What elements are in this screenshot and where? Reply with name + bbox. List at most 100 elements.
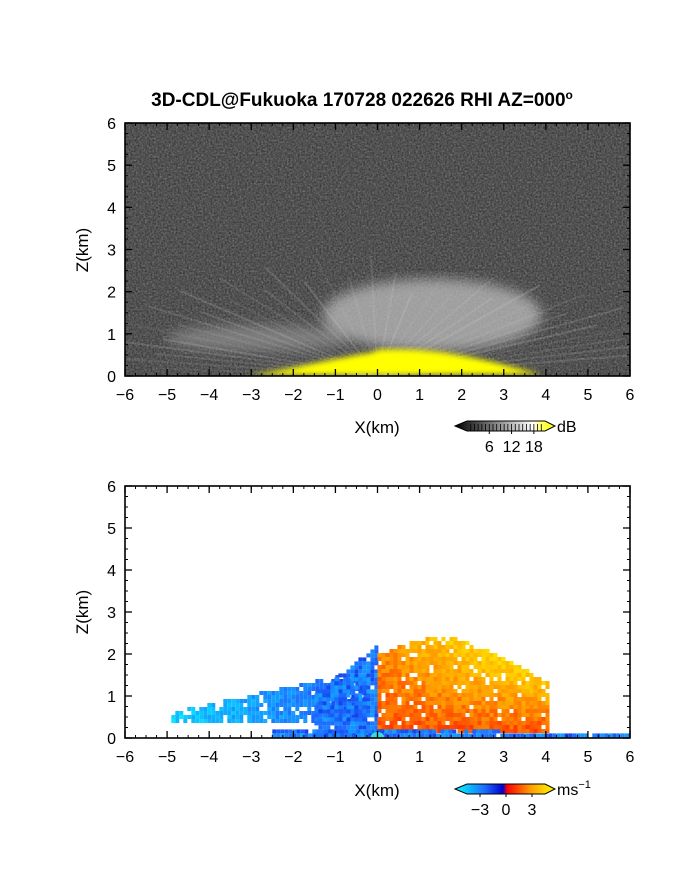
velocity-pixel [469,689,474,693]
velocity-pixel [461,681,466,685]
velocity-pixel [326,725,331,730]
velocity-pixel [405,661,410,665]
velocity-pixel [358,697,363,702]
velocity-pixel [316,733,321,738]
velocity-pixel [346,709,351,714]
velocity-pixel [493,665,498,669]
velocity-pixel [505,701,510,705]
velocity-pixel [496,729,501,734]
velocity-pixel [473,657,478,661]
velocity-pixel [299,715,304,719]
velocity-pixel [370,713,375,718]
velocity-pixel [358,701,363,706]
velocity-pixel [370,681,375,686]
velocity-pixel [319,687,324,691]
velocity-pixel [417,669,422,673]
velocity-pixel [529,709,534,713]
velocity-pixel [388,733,393,738]
velocity-pixel [199,719,204,723]
x-tick-label: −1 [326,749,344,766]
velocity-pixel [315,703,320,707]
velocity-pixel [529,717,534,721]
velocity-pixel [465,701,470,705]
velocity-pixel [263,711,268,715]
velocity-pixel [283,687,288,691]
velocity-pixel [322,725,327,730]
velocity-pixel [207,715,212,719]
velocity-pixel [529,701,534,705]
velocity-pixel [461,701,466,705]
velocity-pixel [359,687,364,691]
velocity-pixel [374,709,379,714]
velocity-pixel [334,721,339,726]
velocity-pixel [287,719,292,723]
velocity-pixel [374,657,379,662]
velocity-pixel [437,665,442,669]
velocity-pixel [381,685,386,689]
velocity-pixel [314,721,319,726]
velocity-pixel [370,661,375,666]
velocity-pixel [300,733,305,738]
velocity-pixel [362,717,367,722]
velocity-pixel [366,721,371,726]
velocity-pixel [444,733,449,738]
velocity-pixel [433,681,438,685]
velocity-pixel [358,709,363,714]
velocity-pixel [397,685,402,689]
velocity-pixel [358,725,363,730]
velocity-pixel [227,719,232,723]
x-tick-label: 5 [583,749,592,766]
velocity-pixel [509,701,514,705]
velocity-pixel [513,693,518,697]
velocity-pixel [417,725,422,729]
velocity-pixel [545,709,550,713]
velocity-pixel [307,687,312,691]
velocity-pixel [267,707,272,711]
velocity-pixel [477,717,482,721]
velocity-pixel [354,673,359,678]
velocity-pixel [541,709,546,713]
velocity-pixel [461,653,466,657]
velocity-pixel [346,705,351,710]
velocity-pixel [437,641,442,645]
velocity-pixel [356,729,361,734]
velocity-pixel [449,645,454,649]
velocity-pixel [195,711,200,715]
velocity-pixel [513,713,518,717]
velocity-pixel [473,713,478,717]
velocity-pixel [287,691,292,695]
velocity-pixel [362,721,367,726]
velocity-pixel [497,693,502,697]
velocity-pixel [251,695,256,699]
velocity-pixel [497,681,502,685]
velocity-pixel [513,717,518,721]
velocity-pixel [505,689,510,693]
velocity-pixel [326,721,331,726]
velocity-pixel [389,653,394,657]
velocity-pixel [429,693,434,697]
velocity-pixel [472,733,477,738]
velocity-pixel [223,707,228,711]
velocity-pixel [207,711,212,715]
velocity-pixel [465,657,470,661]
velocity-pixel [397,693,402,697]
velocity-pixel [338,693,343,698]
velocity-pixel [545,697,550,701]
velocity-pixel [417,641,422,645]
velocity-pixel [381,713,386,717]
velocity-pixel [251,707,256,711]
velocity-pixel [397,645,402,649]
velocity-pixel [417,661,422,665]
velocity-pixel [441,681,446,685]
velocity-pixel [489,713,494,717]
velocity-pixel [311,687,316,691]
velocity-pixel [437,701,442,705]
velocity-pixel [348,733,353,738]
velocity-pixel [425,689,430,693]
velocity-pixel [525,729,530,733]
velocity-pixel [481,705,486,709]
velocity-pixel [401,669,406,673]
velocity-pixel [432,729,437,734]
velocity-pixel [529,693,534,697]
velocity-pixel [330,705,335,710]
